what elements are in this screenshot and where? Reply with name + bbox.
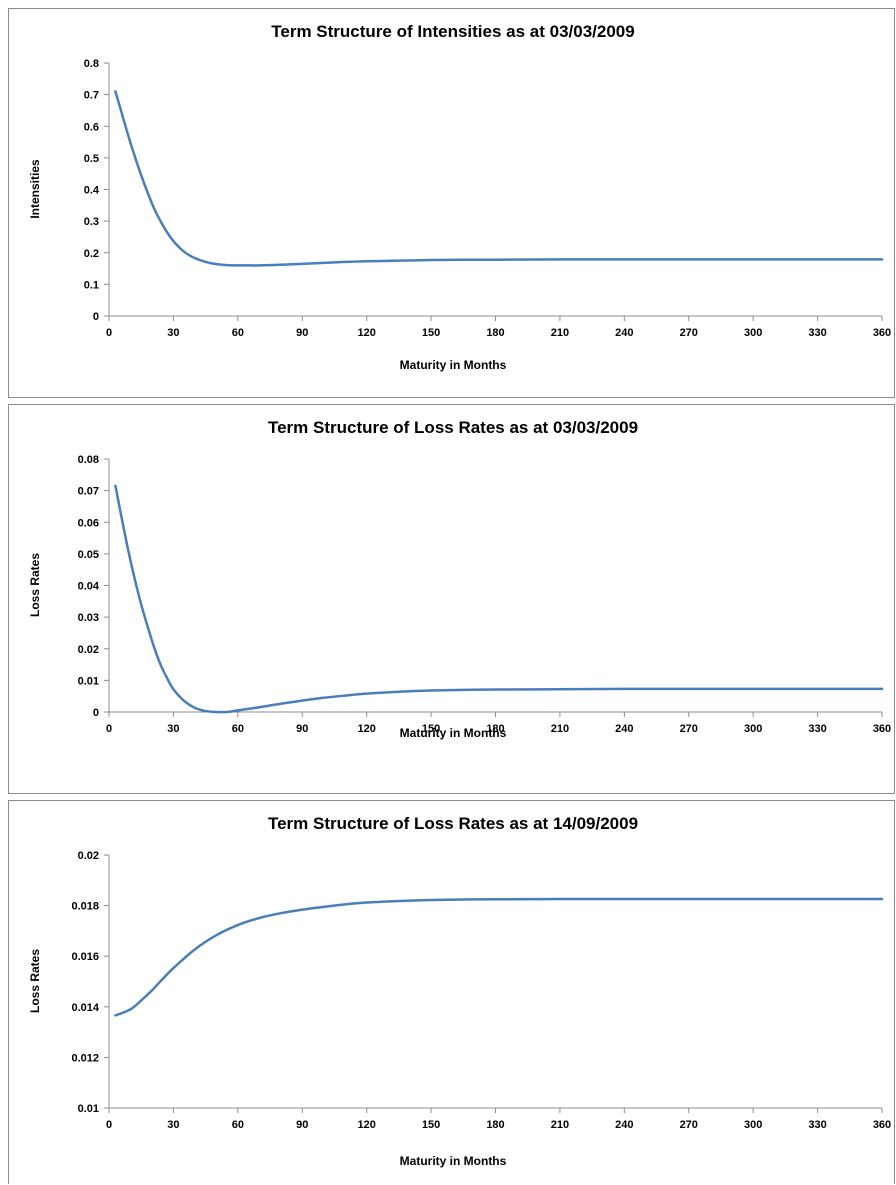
y-tick-label: 0.02 [78, 850, 99, 862]
axis-tick-marks [104, 62, 883, 321]
chart-loss-rates-0303-panel: Term Structure of Loss Rates as at 03/03… [8, 404, 895, 794]
x-tick-label: 300 [744, 723, 762, 735]
x-tick-label: 180 [486, 327, 504, 339]
x-tick-label: 270 [680, 723, 698, 735]
x-tick-label: 0 [106, 1119, 112, 1131]
x-tick-label: 270 [680, 327, 698, 339]
x-tick-labels: 0 30 60 90 120 150 180 210 240 270 300 330 360 [106, 1119, 891, 1131]
y-tick-label: 0.014 [71, 1002, 99, 1014]
x-tick-label: 270 [680, 1119, 698, 1131]
x-tick-label: 210 [551, 1119, 569, 1131]
y-tick-label: 0.6 [84, 121, 99, 133]
x-tick-label: 210 [551, 723, 569, 735]
x-tick-label: 180 [486, 723, 504, 735]
y-tick-label: 0.1 [84, 279, 99, 291]
y-tick-label: 0.4 [84, 185, 100, 197]
x-tick-labels: 0 30 60 90 120 150 180 210 240 270 300 330 360 [106, 723, 891, 735]
y-tick-labels: 0 0.01 0.02 0.03 0.04 0.05 0.06 0.07 0.08 [78, 454, 100, 719]
x-tick-label: 330 [808, 1119, 826, 1131]
y-tick-label: 0.06 [78, 517, 99, 529]
y-tick-label: 0.012 [71, 1052, 99, 1064]
y-tick-label: 0 [93, 311, 99, 323]
y-tick-label: 0.5 [84, 153, 99, 165]
x-tick-label: 330 [808, 327, 826, 339]
x-tick-label: 150 [422, 327, 440, 339]
loss-rates-0303-series-line [114, 484, 884, 714]
y-axis-label: Intensities [28, 159, 42, 219]
x-tick-label: 120 [357, 327, 375, 339]
x-tick-label: 60 [232, 1119, 244, 1131]
y-axis-label: Loss Rates [28, 553, 42, 617]
x-tick-label: 240 [615, 1119, 633, 1131]
chart-loss-rates-1409-svg: Term Structure of Loss Rates as at 14/09… [28, 814, 891, 1168]
y-tick-label: 0.8 [84, 58, 99, 70]
y-axis-label: Loss Rates [28, 949, 42, 1013]
y-tick-label: 0.03 [78, 612, 99, 624]
y-tick-label: 0.2 [84, 248, 99, 260]
x-tick-label: 0 [106, 723, 112, 735]
x-tick-label: 300 [744, 327, 762, 339]
y-tick-label: 0.3 [84, 216, 99, 228]
x-tick-label: 150 [422, 723, 440, 735]
y-tick-label: 0.01 [78, 675, 99, 687]
x-tick-label: 30 [167, 1119, 179, 1131]
x-tick-label: 360 [873, 327, 891, 339]
x-tick-label: 60 [232, 327, 244, 339]
x-tick-label: 0 [106, 327, 112, 339]
y-tick-label: 0.05 [78, 549, 99, 561]
x-axis-label: Maturity in Months [400, 358, 507, 372]
x-axis-label: Maturity in Months [400, 726, 507, 740]
x-tick-label: 360 [873, 723, 891, 735]
y-tick-label: 0.08 [78, 454, 99, 466]
y-tick-label: 0.016 [71, 951, 99, 963]
intensities-series-line [114, 90, 884, 267]
x-axis-label: Maturity in Months [400, 1154, 507, 1168]
y-tick-label: 0.02 [78, 644, 99, 656]
x-tick-label: 90 [296, 1119, 308, 1131]
x-tick-label: 90 [296, 723, 308, 735]
x-tick-label: 240 [615, 327, 633, 339]
x-tick-label: 30 [167, 723, 179, 735]
x-tick-label: 240 [615, 723, 633, 735]
x-tick-label: 330 [808, 723, 826, 735]
axis-tick-marks [104, 458, 883, 717]
y-tick-label: 0.04 [78, 581, 100, 593]
y-tick-labels: 0.01 0.012 0.014 0.016 0.018 0.02 [71, 850, 99, 1115]
x-tick-label: 30 [167, 327, 179, 339]
x-tick-label: 60 [232, 723, 244, 735]
x-tick-label: 300 [744, 1119, 762, 1131]
x-tick-label: 210 [551, 327, 569, 339]
x-tick-label: 180 [486, 1119, 504, 1131]
y-tick-label: 0.01 [78, 1103, 99, 1115]
y-tick-label: 0.07 [78, 486, 99, 498]
chart-title: Term Structure of Intensities as at 03/0… [271, 22, 634, 41]
chart-loss-rates-0303-svg: Term Structure of Loss Rates as at 03/03… [28, 418, 891, 740]
chart-loss-rates-1409-panel: Term Structure of Loss Rates as at 14/09… [8, 800, 895, 1184]
x-tick-label: 150 [422, 1119, 440, 1131]
y-tick-label: 0.7 [84, 90, 99, 102]
chart-title: Term Structure of Loss Rates as at 03/03… [268, 418, 638, 437]
x-tick-label: 360 [873, 1119, 891, 1131]
axis-tick-marks [104, 854, 883, 1113]
y-tick-labels: 0 0.1 0.2 0.3 0.4 0.5 0.6 0.7 0.8 [84, 58, 100, 323]
x-tick-label: 90 [296, 327, 308, 339]
x-tick-labels: 0 30 60 90 120 150 180 210 240 270 300 330 360 [106, 327, 891, 339]
y-tick-label: 0.018 [71, 901, 99, 913]
chart-intensities-panel: Term Structure of Intensities as at 03/0… [8, 8, 895, 398]
x-tick-label: 120 [357, 1119, 375, 1131]
chart-title: Term Structure of Loss Rates as at 14/09… [268, 814, 638, 833]
chart-intensities-svg: Term Structure of Intensities as at 03/0… [28, 22, 891, 372]
x-tick-label: 120 [357, 723, 375, 735]
y-tick-label: 0 [93, 707, 99, 719]
loss-rates-1409-series-line [114, 897, 884, 1017]
